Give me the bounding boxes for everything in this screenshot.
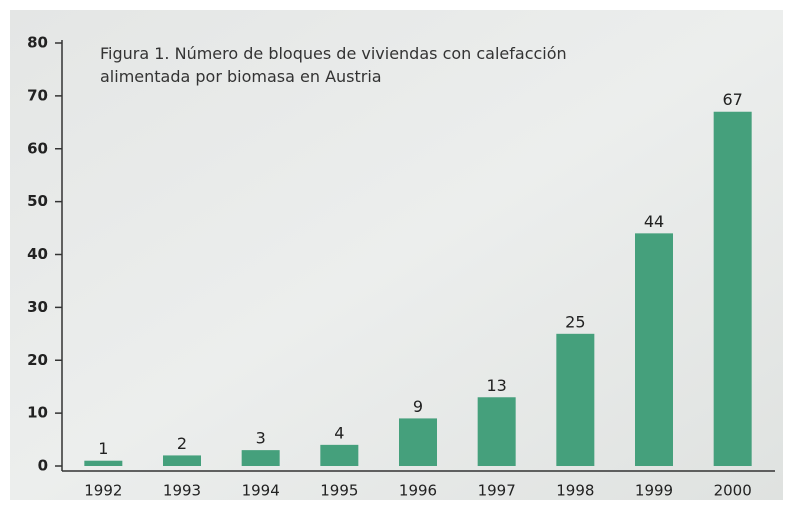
bar bbox=[556, 334, 594, 466]
y-tick-label: 40 bbox=[27, 245, 48, 263]
value-label: 67 bbox=[722, 90, 742, 109]
bar bbox=[399, 418, 437, 466]
x-tick-label: 1995 bbox=[320, 482, 358, 500]
x-tick-label: 1994 bbox=[242, 482, 280, 500]
bar bbox=[163, 455, 201, 466]
chart-title: Figura 1. Número de bloques de viviendas… bbox=[100, 42, 660, 88]
bar bbox=[714, 112, 752, 466]
value-label: 13 bbox=[486, 376, 506, 395]
x-tick-label: 1997 bbox=[478, 482, 516, 500]
value-label: 2 bbox=[177, 434, 187, 453]
value-label: 4 bbox=[334, 423, 344, 442]
bar bbox=[242, 450, 280, 466]
value-label: 25 bbox=[565, 312, 585, 331]
value-label: 3 bbox=[256, 429, 266, 448]
page: 0 10 20 30 40 50 60 70 80 1992 1 1993 2 1994 3 1995 4 199… bbox=[0, 0, 790, 507]
x-tick-label: 1996 bbox=[399, 482, 437, 500]
bar bbox=[478, 397, 516, 466]
bar bbox=[320, 445, 358, 466]
x-tick-label: 2000 bbox=[714, 482, 752, 500]
value-label: 9 bbox=[413, 397, 423, 416]
x-tick-label: 1998 bbox=[556, 482, 594, 500]
value-label: 44 bbox=[644, 212, 664, 231]
y-tick-label: 80 bbox=[27, 34, 48, 52]
y-tick-label: 60 bbox=[27, 139, 48, 157]
y-tick-label: 50 bbox=[27, 192, 48, 210]
y-tick-label: 10 bbox=[27, 404, 48, 422]
x-tick-label: 1993 bbox=[163, 482, 201, 500]
value-label: 1 bbox=[98, 439, 108, 458]
y-tick-label: 70 bbox=[27, 86, 48, 104]
bar bbox=[635, 233, 673, 466]
y-tick-label: 20 bbox=[27, 351, 48, 369]
y-tick-label: 30 bbox=[27, 298, 48, 316]
bar bbox=[84, 461, 122, 466]
x-tick-label: 1992 bbox=[84, 482, 122, 500]
x-tick-label: 1999 bbox=[635, 482, 673, 500]
y-tick-label: 0 bbox=[38, 457, 48, 475]
